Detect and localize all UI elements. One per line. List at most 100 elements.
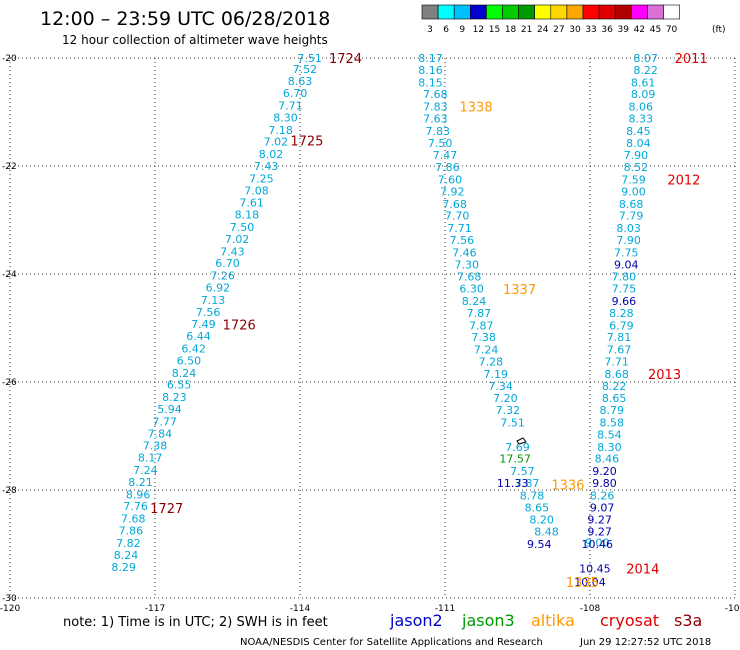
legend-swatch [437,4,455,20]
swh-value-cryosat: 7.92 [440,185,465,198]
swh-value-cryosat: 9.00 [585,536,610,549]
swh-value-cryosat: 8.78 [520,489,545,502]
swh-value-cryosat: 8.58 [600,417,625,430]
swh-value-cryosat: 7.08 [244,184,269,197]
footer-timestamp: Jun 29 12:27:52 UTC 2018 [579,637,711,648]
satellite-legend: jason2 jason3 altika cryosat s3a [389,611,702,630]
pass-number-label: 1336 [551,479,584,494]
swh-value-cryosat: 8.02 [259,148,284,161]
swh-value-cryosat: 7.43 [254,160,279,173]
legend-swatch [598,4,616,20]
swh-value-cryosat: 8.17 [138,452,163,465]
swh-value-cryosat: 8.28 [609,307,634,320]
swh-value-cryosat: 8.09 [631,88,656,101]
satellite-label-jason3: jason3 [461,611,515,630]
satellite-label-altika: altika [531,611,575,630]
swh-value-cryosat: 8.21 [128,476,153,489]
swh-value-cryosat: 7.79 [619,210,644,223]
y-tick-label: -30 [2,594,17,604]
swh-value-cryosat: 7.83 [423,101,448,114]
legend-label: 33 [585,25,596,35]
swh-value-cryosat: 8.52 [624,161,649,174]
legend-label: 42 [634,25,645,35]
swh-value-cryosat: 8.68 [619,198,644,211]
swh-value-cryosat: 7.81 [607,331,632,344]
legend-label: 39 [618,25,630,35]
swh-value-jason2: 9.54 [527,538,552,551]
swh-value-cryosat: 7.02 [264,136,289,149]
swh-value-jason2: 9.27 [587,514,612,527]
swh-value-cryosat: 7.50 [428,137,453,150]
swh-value-cryosat: 7.63 [423,112,448,125]
swh-value-cryosat: 7.90 [624,149,649,162]
swh-value-cryosat: 8.33 [629,112,654,125]
swh-value-cryosat: 7.51 [500,417,525,430]
swh-value-cryosat: 7.59 [621,174,646,187]
pass-number-label: 2012 [667,174,700,189]
swh-value-cryosat: 7.69 [505,441,530,454]
legend-label: 45 [650,25,661,35]
swh-value-cryosat: 7.49 [191,318,216,331]
y-tick-label: -28 [2,486,17,496]
swh-value-jason2: 10.46 [582,538,614,551]
swh-value-cryosat: 7.71 [278,100,303,113]
x-tick-label: -117 [145,604,165,614]
legend-swatch [469,4,487,20]
swh-value-cryosat: 7.30 [455,258,480,271]
legend-swatch [534,4,552,20]
swh-value-cryosat: 8.68 [604,368,629,381]
y-tick-label: -22 [2,162,17,172]
x-tick-label: -120 [0,604,20,614]
pass-number-label: 2011 [675,52,708,67]
swh-value-cryosat: 6.42 [181,343,206,356]
color-legend: 3 6 9 12 15 18 21 24 27 30 33 36 39 42 45 70 (ft) [421,4,726,35]
legend-label: 21 [521,25,532,35]
x-tick-label: -108 [580,604,601,614]
x-tick-label: -114 [290,604,311,614]
swh-value-jason2: 11.33 [497,477,529,490]
cursor-pointer-icon [516,437,527,445]
swh-value-cryosat: 7.18 [268,124,293,137]
swh-value-jason2: 9.04 [614,258,639,271]
swh-value-cryosat: 7.68 [121,513,146,526]
swh-value-cryosat: 7.24 [474,344,499,357]
swh-value-cryosat: 8.63 [288,75,313,88]
x-tick-label: -111 [435,604,455,614]
swh-value-cryosat: 8.07 [633,52,658,65]
legend-swatch [518,4,535,20]
swh-value-cryosat: 8.24 [114,549,139,562]
swh-value-cryosat: 7.38 [471,331,496,344]
swh-value-cryosat: 8.16 [418,64,443,77]
swh-value-cryosat: 6.79 [609,319,634,332]
swh-value-cryosat: 7.50 [230,221,255,234]
swh-value-cryosat: 7.84 [148,427,173,440]
swh-value-cryosat: 7.83 [426,125,451,138]
swh-value-cryosat: 6.55 [167,379,192,392]
y-tick-label: -26 [2,378,17,388]
swh-value-cryosat: 7.13 [201,294,226,307]
legend-unit: (ft) [712,25,726,35]
swh-value-cryosat: 8.46 [595,453,620,466]
swh-value-cryosat: 6.70 [283,87,308,100]
swh-value-cryosat: 7.24 [133,464,158,477]
legend-swatch [566,4,584,20]
swh-value-jason2: 9.27 [587,526,612,539]
x-axis-ticks: -120 -117 -114 -111 -108 -105 [0,604,740,614]
swh-value-cryosat: 7.20 [493,392,518,405]
legend-swatch [614,4,632,20]
swh-value-cryosat: 7.87 [469,319,494,332]
swh-value-cryosat: 7.52 [293,63,318,76]
y-axis-ticks: -20 -22 -24 -26 -28 -30 [2,54,17,604]
legend-label: 3 [427,25,433,35]
legend-swatch [663,4,680,20]
pass-number-label: 1338 [460,101,493,116]
swh-value-cryosat: 7.71 [447,222,472,235]
swh-value-cryosat: 7.46 [452,246,477,259]
swh-value-cryosat: 5.94 [157,403,182,416]
swh-value-cryosat: 8.22 [602,380,627,393]
swh-value-cryosat: 7.02 [225,233,250,246]
swh-value-cryosat: 7.70 [445,210,470,223]
swh-value-cryosat: 7.82 [116,537,141,550]
swh-value-cryosat: 8.65 [602,392,627,405]
